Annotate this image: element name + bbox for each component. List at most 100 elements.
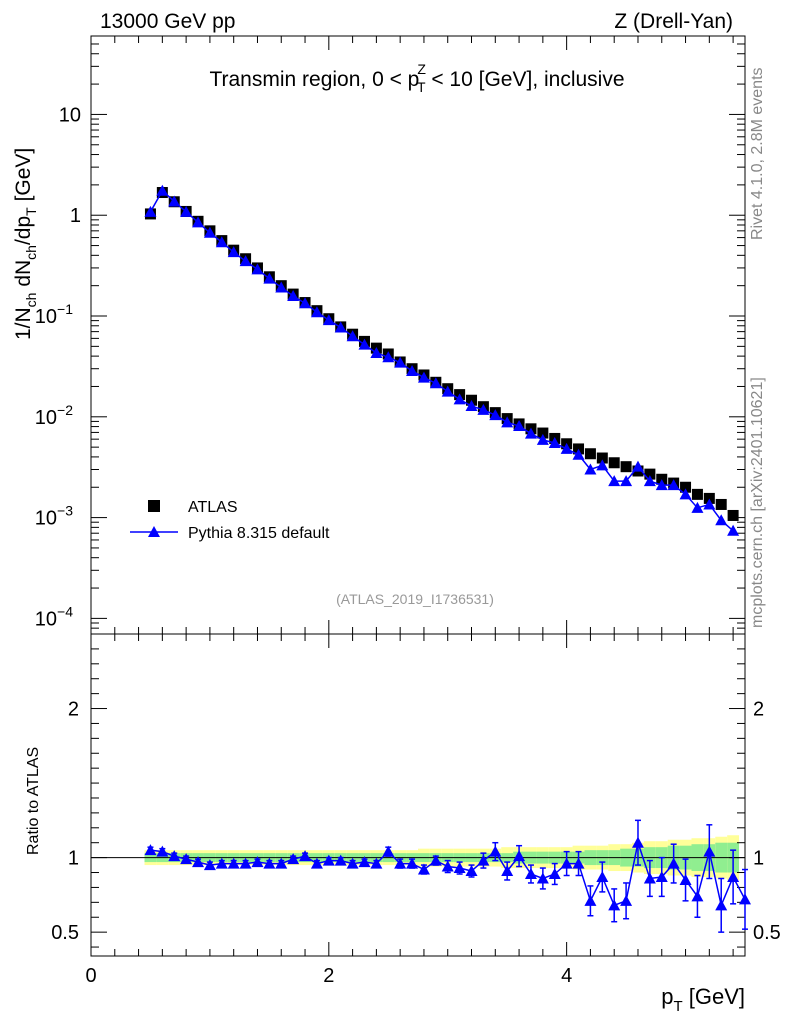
ratio-point: [346, 857, 359, 869]
ratio-point: [275, 857, 288, 869]
pythia-point: [727, 524, 740, 536]
data-marks: [144, 184, 751, 933]
axes: 0 2 4 10 1 10−1 10−2 10−3 10−4 2 2 1 1 0.5 0.5: [35, 35, 781, 987]
ratio-point: [739, 893, 751, 905]
pythia-point: [691, 501, 704, 513]
ratio-ylabel: Ratio to ATLAS: [25, 747, 42, 855]
y-tick-label: 10−2: [35, 402, 73, 429]
legend-pythia-marker: [148, 526, 160, 537]
ratio-point: [251, 856, 264, 868]
ratio-point: [299, 850, 312, 862]
pythia-point: [417, 371, 430, 383]
pythia-point: [406, 364, 419, 376]
ratio-point: [310, 857, 323, 869]
ratio-point: [322, 854, 335, 866]
atlas-point: [727, 509, 739, 521]
ratio-point: [536, 872, 549, 884]
ratio-point: [655, 870, 668, 882]
pythia-point: [655, 479, 668, 491]
pythia-point: [524, 427, 537, 439]
ratio-point: [394, 857, 407, 869]
pythia-point: [370, 346, 383, 358]
legend-pythia-label: Pythia 8.315 default: [188, 525, 330, 542]
pythia-point: [192, 216, 205, 228]
y-tick-label: 10−1: [35, 301, 73, 328]
watermark: (ATLAS_2019_I1736531): [336, 591, 494, 607]
ratio-point: [382, 845, 395, 857]
ratio-point: [631, 836, 644, 848]
legend-atlas-label: ATLAS: [188, 499, 238, 516]
pythia-point: [215, 236, 228, 248]
ratio-point: [489, 845, 502, 857]
header-left: 13000 GeV pp: [100, 10, 235, 33]
y-tick-label: 1: [70, 205, 81, 227]
x-tick-label: 0: [85, 965, 96, 987]
ratio-point: [691, 890, 704, 902]
ratio-point: [572, 857, 585, 869]
y-tick-label: 10: [59, 104, 81, 126]
main-ylabel: 1/Nch dNch/dpT [GeV]: [12, 148, 39, 340]
atlas-point: [596, 452, 608, 464]
pythia-point: [180, 205, 193, 217]
pythia-point: [548, 436, 561, 448]
ratio-point: [370, 857, 383, 869]
atlas-point: [644, 468, 656, 480]
pythia-point: [453, 393, 466, 405]
pythia-point: [572, 448, 585, 460]
ratio-point: [465, 865, 478, 877]
atlas-point: [703, 492, 715, 504]
ratio-point: [560, 857, 573, 869]
atlas-point: [691, 488, 703, 500]
ratio-plot-frame: [90, 633, 746, 957]
ratio-point: [727, 870, 740, 882]
pythia-point: [441, 385, 454, 397]
x-axis-label: pT [GeV]: [661, 984, 745, 1015]
ratio-point: [429, 854, 442, 866]
ratio-point: [584, 894, 597, 906]
pythia-point: [703, 498, 716, 510]
pythia-point: [358, 338, 371, 350]
ratio-point: [180, 853, 193, 865]
main-title: Transmin region, 0 < pZ T < 10 [GeV], inc…: [209, 61, 624, 95]
ratio-point: [156, 845, 169, 857]
ratio-point: [453, 862, 466, 874]
ratio-point: [358, 856, 371, 868]
pythia-line: [149, 189, 734, 532]
pythia-point: [310, 306, 323, 318]
ratio-point: [620, 894, 633, 906]
pythia-point: [227, 246, 240, 258]
ratio-point: [406, 857, 419, 869]
pythia-point: [513, 420, 526, 432]
atlas-point: [620, 461, 632, 473]
ratio-point: [192, 856, 205, 868]
ratio-point: [215, 857, 228, 869]
ratio-point: [524, 868, 537, 880]
ratio-point: [548, 868, 561, 880]
ratio-point: [287, 853, 300, 865]
atlas-point: [715, 498, 727, 510]
ratio-tick-label-right: 2: [753, 699, 764, 721]
pythia-point: [239, 255, 252, 267]
ratio-point: [263, 857, 276, 869]
pythia-point: [679, 488, 692, 500]
ratio-point: [417, 863, 430, 875]
ratio-tick-label-left: 0.5: [51, 922, 79, 944]
ratio-point: [596, 870, 609, 882]
header-right: Z (Drell-Yan): [614, 10, 733, 33]
legend: ATLAS Pythia 8.315 default: [130, 499, 330, 542]
pythia-point: [584, 463, 597, 475]
pythia-point: [608, 475, 621, 487]
ratio-point: [441, 860, 454, 872]
ratio-point: [203, 859, 216, 871]
ratio-point: [168, 850, 181, 862]
ratio-point: [144, 844, 157, 856]
ratio-tick-label-left: 1: [68, 848, 79, 870]
pythia-point: [275, 281, 288, 293]
side-text-top: Rivet 4.1.0, 2.8M events: [749, 67, 766, 240]
ratio-point: [715, 899, 728, 911]
ratio-point: [703, 845, 716, 857]
pythia-point: [536, 433, 549, 445]
atlas-point: [584, 448, 596, 460]
pythia-point: [251, 263, 264, 275]
ratio-point: [667, 857, 680, 869]
